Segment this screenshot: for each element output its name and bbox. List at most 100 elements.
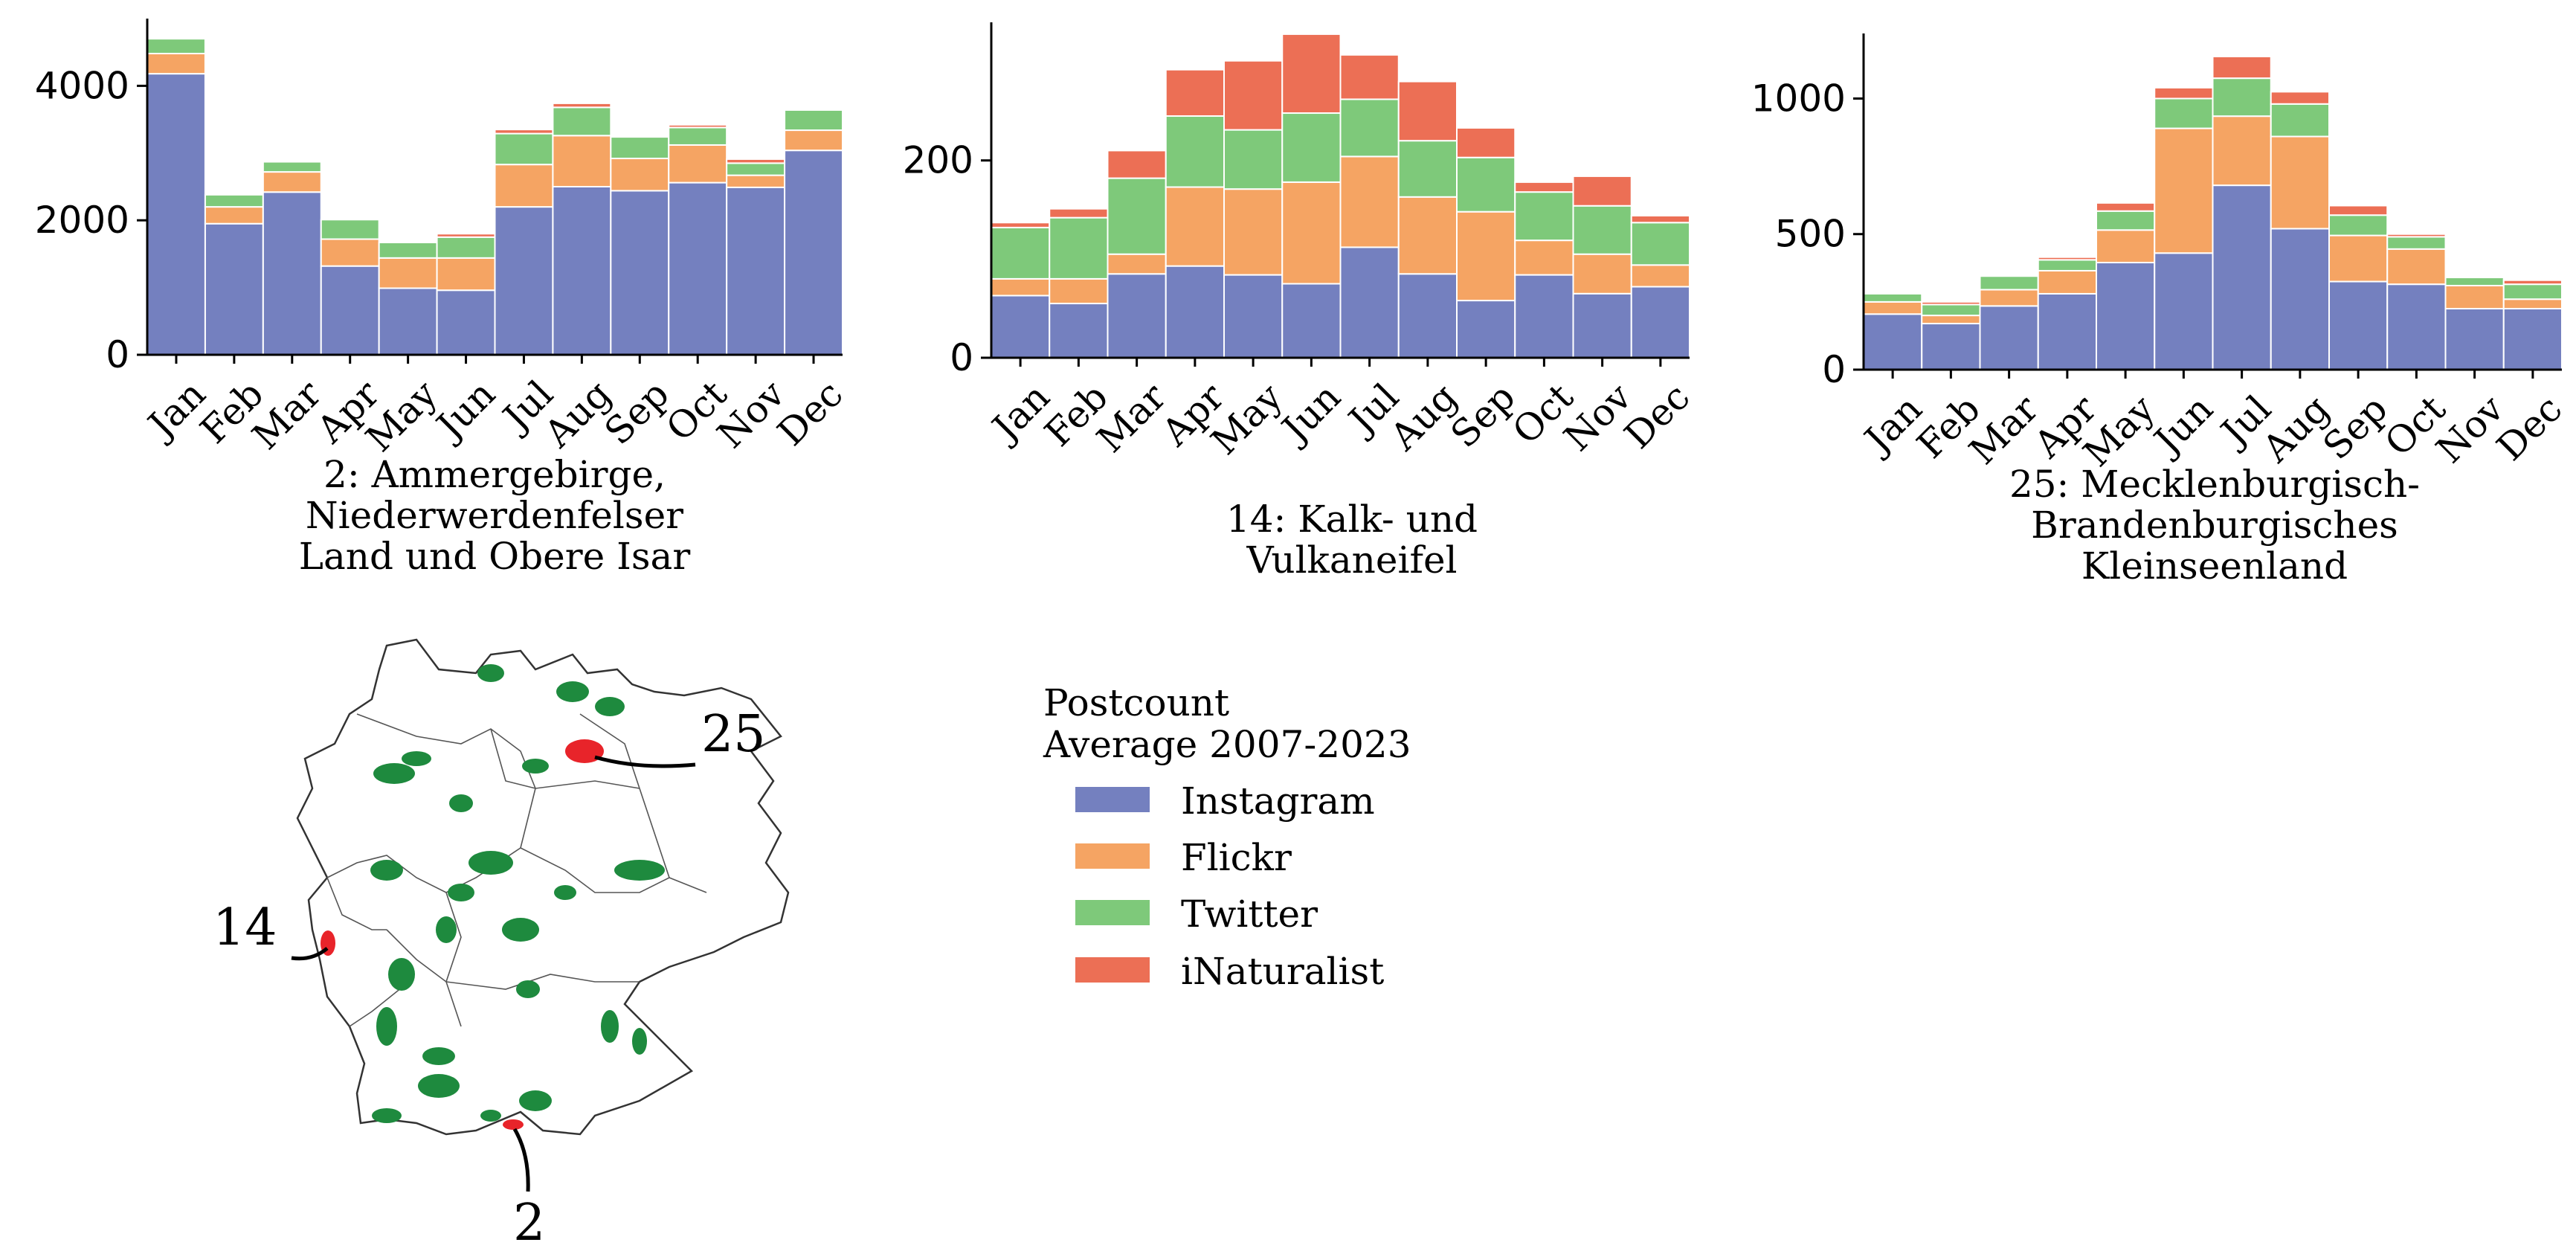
bar-instagram-feb [1049,303,1109,359]
bar-twitter-feb [204,193,264,208]
bar-twitter-jan [991,226,1051,280]
y-tick-label: 500 [1775,213,1846,256]
bar-instagram-jul [494,206,554,356]
bar-twitter-jun [436,236,496,259]
chart-title-line: Kleinseenland [2081,544,2348,588]
chart-title-line: 2: Ammergebirge, [323,453,666,496]
bar-instagram-jul [1339,246,1400,359]
y-tick-label: 0 [106,333,129,376]
bar-flickr-oct [668,144,728,184]
bar-twitter-oct [668,126,728,146]
bar-twitter-mar [1979,275,2039,291]
bar-flickr-jan [1863,300,1923,315]
chart-title-line: Land und Obere Isar [299,535,691,578]
legend-label-flickr: Flickr [1181,836,1292,879]
bar-twitter-jul [1339,98,1400,158]
bar-inaturalist-jul [494,129,554,135]
bar-flickr-feb [1921,315,1981,325]
bar-twitter-sep [1456,156,1516,213]
bar-inaturalist-may [2096,202,2156,212]
bar-inaturalist-jul [2212,55,2272,80]
bar-flickr-aug [1397,196,1458,275]
bar-instagram-jun [436,289,496,356]
x-tick-label-jun: Jun [1272,375,1349,452]
bar-twitter-nov [2444,277,2505,286]
bar-twitter-jul [2212,77,2272,118]
bar-twitter-nov [726,162,786,176]
bar-instagram-nov [2444,307,2505,370]
bar-flickr-jan [991,277,1051,297]
bar-flickr-jul [2212,115,2272,187]
bar-instagram-mar [1979,305,2039,371]
bar-instagram-may [2096,262,2156,371]
bar-instagram-jan [146,73,206,356]
region-25-marker [565,739,604,763]
bar-flickr-oct [2386,248,2447,286]
bar-instagram-may [1223,274,1284,359]
bar-inaturalist-jun [1281,33,1342,115]
bar-inaturalist-oct [1514,181,1574,193]
bar-twitter-dec [784,109,844,132]
chart-title-line: 14: Kalk- und [1226,498,1478,541]
bar-instagram-feb [204,222,264,356]
bar-inaturalist-jun [2154,86,2214,100]
bar-flickr-apr [1165,186,1225,267]
legend: Postcount Average 2007-2023 Instagram Fl… [1043,681,1411,993]
legend-title-line1: Postcount [1043,681,1229,724]
bar-twitter-oct [2386,236,2447,250]
highlighted-regions [321,739,604,1130]
bar-instagram-may [378,287,438,356]
bar-instagram-dec [2502,307,2563,370]
y-tick-label: 1000 [1751,77,1846,120]
bar-instagram-sep [1456,300,1516,358]
bar-flickr-jun [1281,181,1342,285]
x-tick-label-dec: Dec [2488,387,2570,469]
bar-instagram-oct [1514,274,1574,359]
bar-twitter-jan [1863,292,1923,303]
bar-twitter-jun [1281,112,1342,183]
bar-twitter-apr [1165,115,1225,188]
chart-title-line: 25: Mecklenburgisch- [2009,463,2420,506]
legend-label-inaturalist: iNaturalist [1181,950,1384,993]
map-label-25: 25 [701,705,766,764]
bar-flickr-jul [1339,155,1400,248]
bar-inaturalist-nov [726,158,786,164]
bar-inaturalist-aug [1397,80,1458,142]
map-label-14: 14 [213,898,277,957]
legend-swatch-flickr [1075,843,1150,869]
legend-swatch-twitter [1075,900,1150,925]
bar-inaturalist-apr [1165,68,1225,118]
bar-flickr-jun [436,257,496,292]
bar-flickr-mar [262,171,322,193]
bar-twitter-may [1223,129,1284,190]
bar-flickr-dec [784,129,844,152]
bar-flickr-sep [2328,234,2389,283]
bar-flickr-oct [1514,239,1574,276]
bar-twitter-may [378,242,438,259]
bar-twitter-nov [1572,205,1632,255]
bar-inaturalist-feb [1921,300,1981,306]
bar-instagram-sep [610,190,670,356]
bar-instagram-apr [1165,265,1225,359]
bar-instagram-jul [2212,184,2272,370]
bar-instagram-mar [262,191,322,356]
x-tick-label-jun: Jun [2144,387,2221,464]
nature-parks [370,664,665,1123]
bar-twitter-sep [2328,214,2389,237]
bar-inaturalist-may [1223,60,1284,131]
bar-flickr-mar [1979,289,2039,307]
bar-twitter-aug [552,106,612,137]
bar-twitter-feb [1049,216,1109,280]
bar-twitter-dec [1630,222,1690,266]
bar-twitter-may [2096,210,2156,231]
bar-instagram-sep [2328,280,2389,370]
y-tick-label: 0 [1822,348,1846,391]
bar-instagram-oct [2386,283,2447,371]
germany-map: 25 14 2 [213,638,790,1253]
y-tick-label: 2000 [35,199,129,242]
bar-flickr-dec [1630,264,1690,288]
map-label-2: 2 [513,1194,545,1253]
chart-kalk-vulkaneifel: 0200JanFebMarAprMayJunJulAugSepOctNovDec… [903,22,1698,582]
chart-kleinseenland: 05001000JanFebMarAprMayJunJulAugSepOctNo… [1751,33,2570,588]
